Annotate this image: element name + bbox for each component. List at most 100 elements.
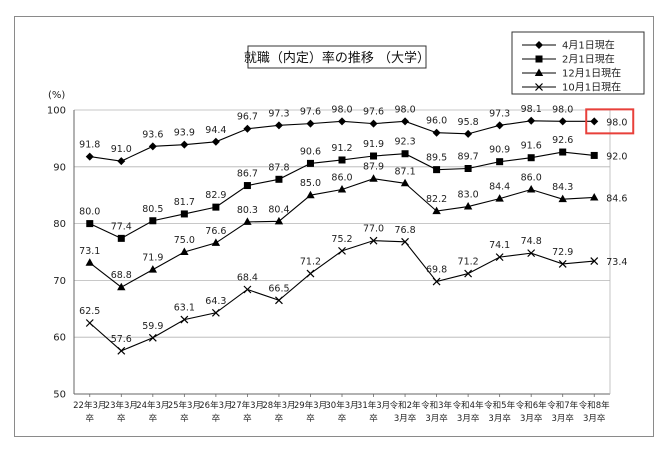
- data-label: 92.6: [552, 135, 573, 146]
- x-tick-label-line1: 27年3月: [231, 400, 264, 411]
- data-label: 98.1: [521, 104, 542, 115]
- highlight-box: [585, 108, 635, 135]
- data-label: 76.6: [205, 226, 226, 237]
- data-point-square: [590, 151, 598, 159]
- data-point-triangle: [306, 190, 315, 199]
- highlight-box-latest: [585, 108, 635, 135]
- data-point-diamond: [180, 140, 189, 149]
- data-point-diamond: [243, 124, 252, 133]
- data-label: 84.6: [606, 193, 627, 204]
- data-point-x: [590, 257, 599, 266]
- x-tick-label-line2: 卒: [212, 413, 221, 424]
- series-line-x: [89, 240, 595, 352]
- x-tick-label-line1: 令和4年: [453, 400, 484, 411]
- data-label: 94.4: [205, 125, 226, 136]
- data-point-x: [527, 249, 536, 258]
- x-tick-label-line2: 3月卒: [520, 413, 543, 424]
- y-tick-labels: 50 60 70 80 90 100 (%): [47, 90, 66, 401]
- data-label: 74.8: [521, 236, 542, 247]
- x-tick-label-line1: 23年3月: [105, 400, 138, 411]
- data-point-x: [117, 346, 126, 355]
- x-tick-label-line1: 令和3年: [421, 400, 452, 411]
- data-label: 90.6: [300, 146, 321, 157]
- data-point-x: [464, 269, 473, 278]
- data-point-triangle: [148, 265, 158, 273]
- data-label: 89.7: [458, 152, 479, 163]
- data-label: 66.5: [268, 283, 289, 294]
- legend-label: 12月1日現在: [562, 68, 621, 80]
- legend-marker-x: [535, 83, 543, 91]
- data-label: 69.8: [426, 265, 447, 276]
- data-point-square: [212, 203, 220, 211]
- data-point-triangle: [432, 206, 441, 215]
- data-point-square: [275, 175, 283, 183]
- data-label: 80.5: [142, 204, 163, 215]
- x-tick-label-line2: 卒: [369, 413, 378, 424]
- x-tick-label-line2: 卒: [338, 413, 347, 424]
- data-point-x: [401, 237, 409, 246]
- y-tick-label: 60: [53, 333, 66, 344]
- data-point-diamond: [338, 117, 346, 126]
- data-point-square: [306, 159, 314, 167]
- data-label: 91.9: [363, 139, 384, 150]
- data-label: 98.0: [552, 104, 573, 115]
- data-point-triangle: [117, 282, 126, 291]
- data-point-triangle: [85, 258, 94, 266]
- data-label: 98.0: [394, 104, 415, 115]
- data-label: 86.0: [331, 173, 352, 184]
- data-point-triangle: [463, 202, 473, 210]
- data-label: 91.8: [79, 140, 100, 151]
- data-label: 80.0: [79, 207, 100, 218]
- data-label: 91.2: [331, 143, 352, 154]
- data-point-triangle: [274, 216, 284, 225]
- legend-label: 10月1日現在: [562, 82, 621, 94]
- data-label: 97.6: [300, 107, 321, 118]
- x-tick-label-line1: 30年3月: [325, 400, 358, 411]
- x-tick-label-line1: 22年3月: [73, 400, 106, 411]
- data-label: 71.2: [458, 257, 479, 268]
- series-line-square: [89, 151, 595, 239]
- data-point-square: [527, 154, 535, 162]
- x-tick-label-line2: 3月卒: [551, 413, 574, 424]
- data-label: 97.6: [363, 107, 384, 118]
- data-label: 82.2: [426, 194, 447, 205]
- data-point-x: [211, 308, 220, 317]
- data-label: 92.3: [394, 137, 415, 148]
- data-label: 81.7: [174, 197, 195, 208]
- data-point-square: [370, 152, 378, 160]
- data-label: 87.8: [268, 162, 289, 173]
- data-point-square: [117, 234, 125, 242]
- data-label: 92.0: [606, 151, 627, 162]
- data-label: 93.9: [174, 128, 195, 139]
- data-point-square: [401, 150, 409, 158]
- data-label: 91.0: [111, 144, 132, 155]
- data-point-diamond: [495, 121, 504, 130]
- data-label: 84.3: [552, 182, 573, 193]
- x-tick-label-line2: 3月卒: [457, 413, 480, 424]
- x-tick-label-line2: 卒: [117, 413, 126, 424]
- data-point-x: [148, 333, 157, 342]
- x-tick-label-line1: 令和7年: [547, 400, 578, 411]
- data-label: 63.1: [174, 303, 195, 314]
- data-label: 98.0: [331, 104, 352, 115]
- data-label: 90.9: [489, 145, 510, 156]
- x-tick-label-line2: 卒: [180, 413, 189, 424]
- data-point-diamond: [369, 119, 378, 128]
- x-tick-label-line1: 令和2年: [390, 400, 421, 411]
- data-point-square: [243, 182, 251, 190]
- data-label: 57.6: [111, 334, 132, 345]
- data-point-triangle: [495, 194, 504, 202]
- y-tick-label: 100: [47, 106, 66, 117]
- data-point-triangle: [558, 194, 567, 203]
- data-label: 68.8: [111, 270, 132, 281]
- data-label: 85.0: [300, 178, 321, 189]
- data-label: 96.0: [426, 116, 447, 127]
- data-label: 82.9: [205, 190, 226, 201]
- series-markers: [85, 116, 599, 355]
- data-label: 75.0: [174, 235, 195, 246]
- data-point-triangle: [337, 185, 347, 193]
- data-point-x: [275, 296, 283, 305]
- data-point-triangle: [526, 185, 536, 193]
- data-label: 76.8: [394, 225, 415, 236]
